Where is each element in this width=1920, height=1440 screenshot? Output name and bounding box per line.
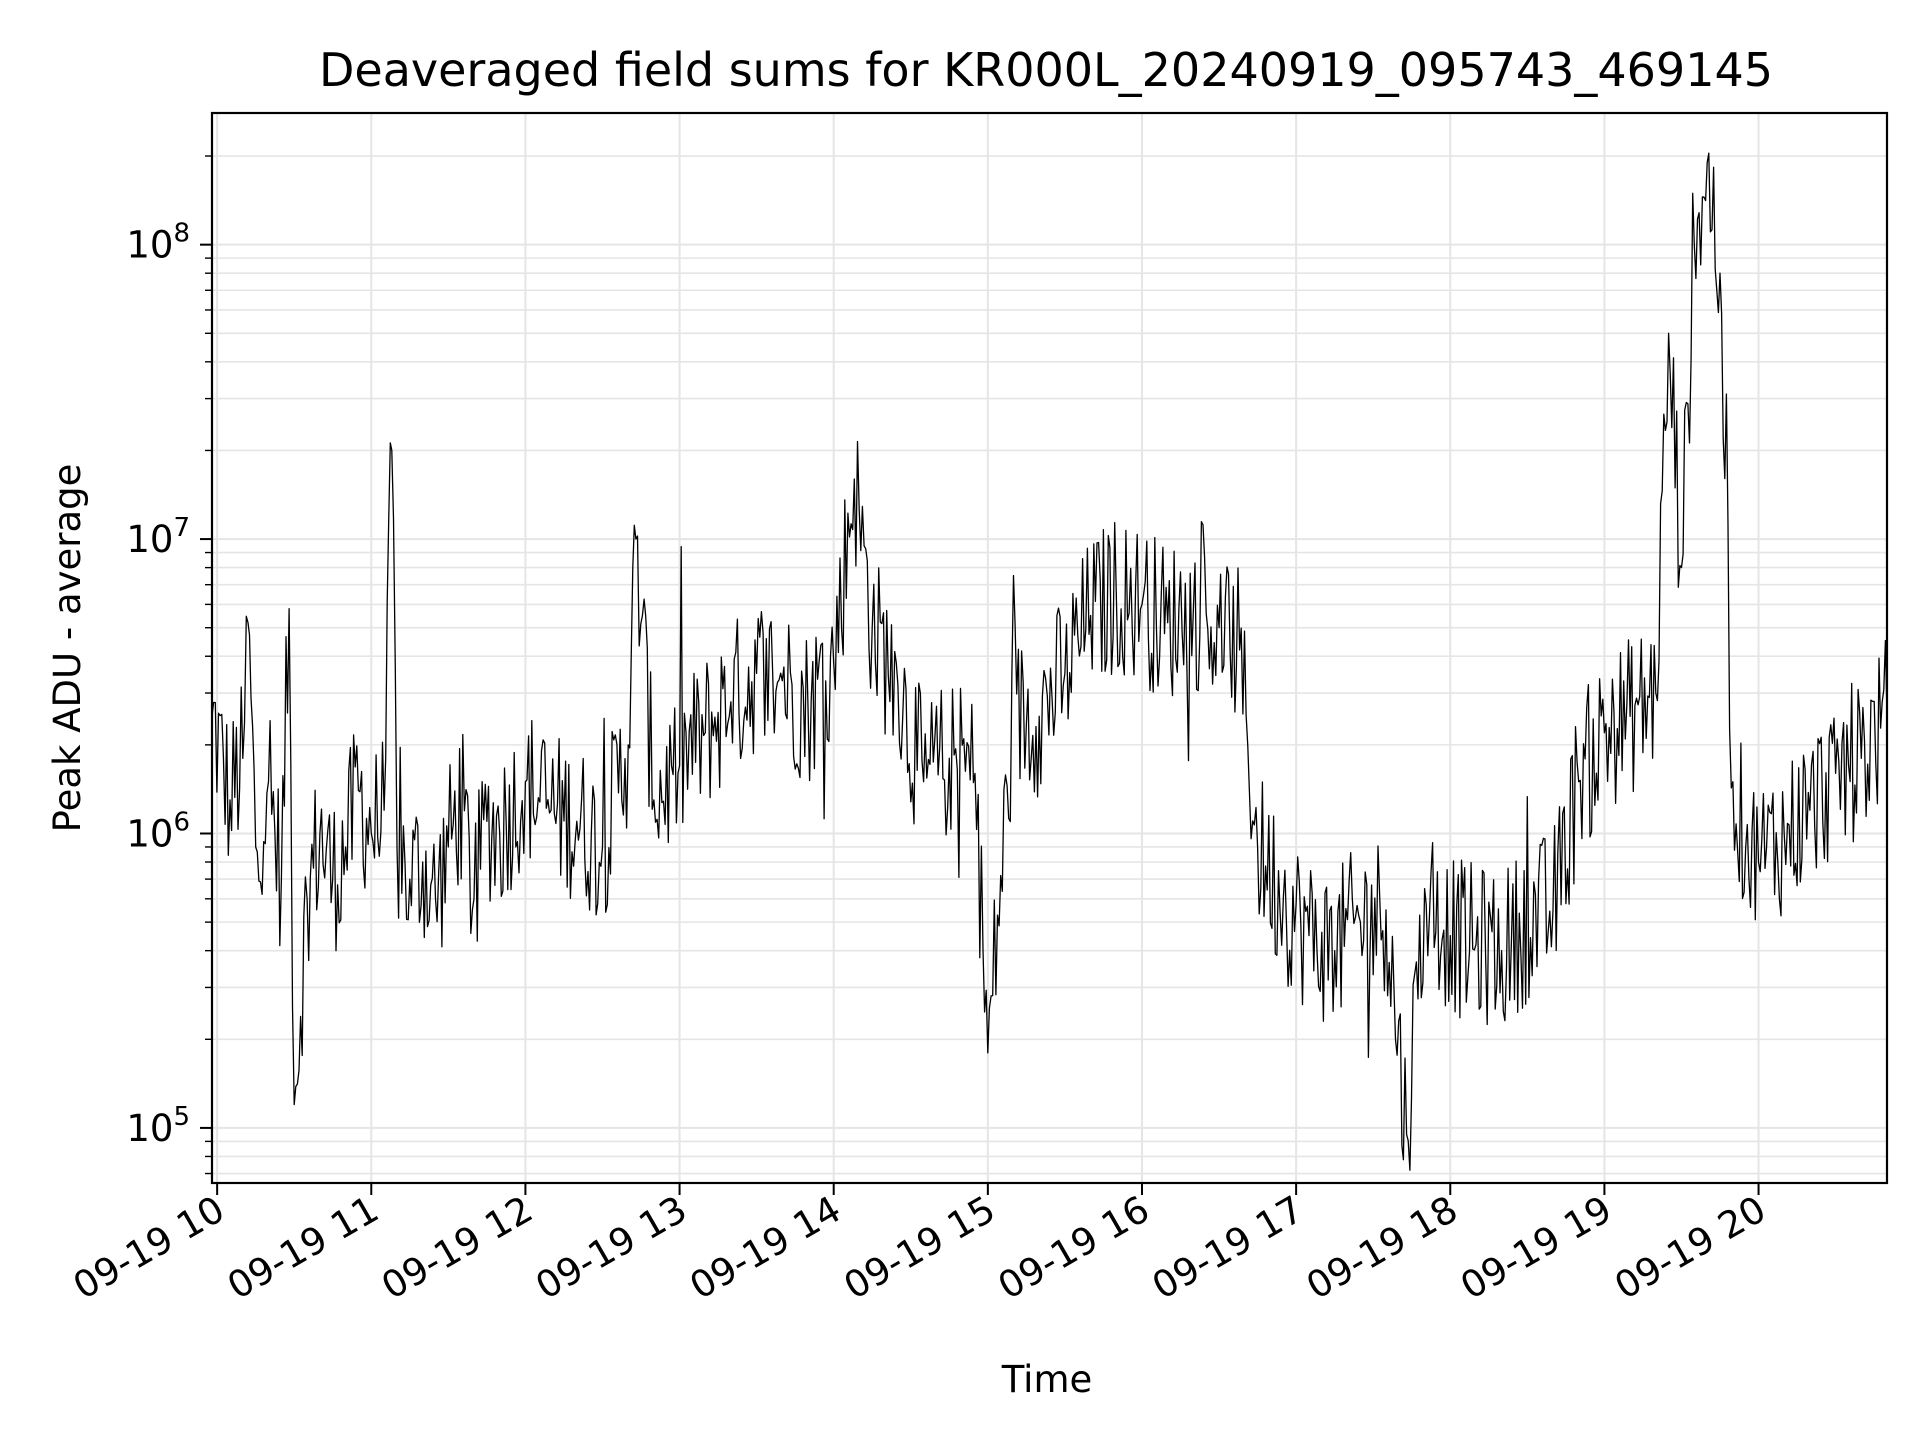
y-tick-label: 107 [126,513,190,561]
grid [212,113,1887,1183]
plot-frame [210,111,1889,1185]
series-group [211,152,1888,1171]
y-axis: 105 106 107 108 [126,155,212,1175]
series-line [211,152,1888,1171]
y-axis-label: Peak ADU - average [46,464,89,833]
y-tick-label: 108 [126,219,190,267]
chart-title: Deaveraged field sums for KR000L_2024091… [319,43,1773,97]
y-tick-label: 105 [126,1102,190,1150]
y-tick-label: 106 [126,807,190,855]
x-axis-label: Time [1001,1358,1093,1401]
